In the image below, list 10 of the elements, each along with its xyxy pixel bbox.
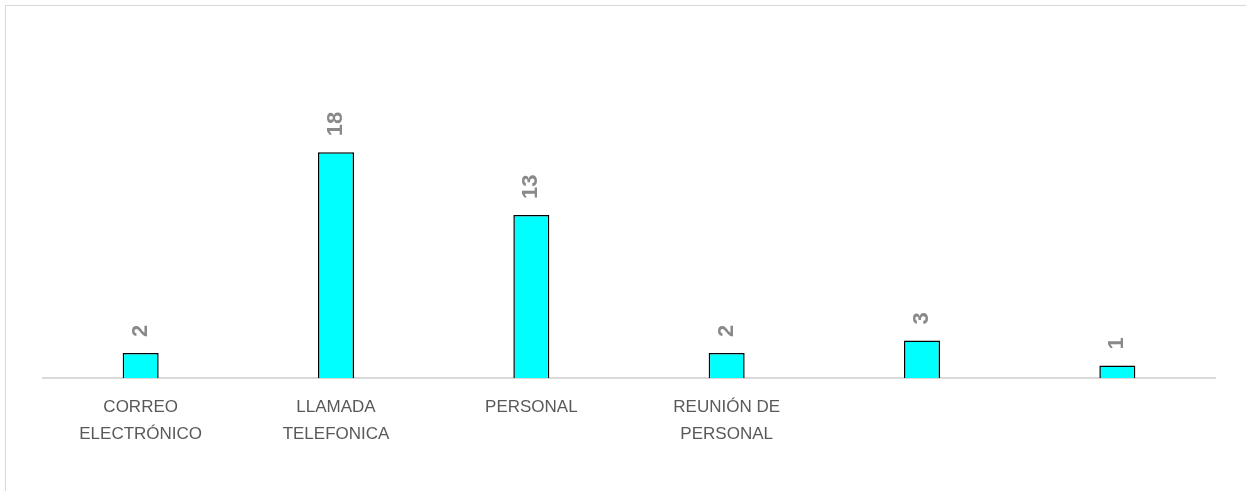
x-tick-label: LLAMADA TELEFONICA (282, 397, 391, 444)
data-label: 1 (1103, 337, 1129, 350)
x-tick-label: PERSONAL (485, 397, 578, 417)
data-label: 2 (126, 324, 152, 337)
data-label: 18 (322, 111, 348, 137)
x-tick-label: REUNIÓN DE PERSONAL (673, 397, 781, 444)
x-tick-label: CORREO ELECTRÓNICO (79, 397, 203, 444)
data-label: 3 (908, 312, 934, 325)
data-label: 13 (517, 174, 543, 199)
data-label: 2 (712, 324, 738, 337)
